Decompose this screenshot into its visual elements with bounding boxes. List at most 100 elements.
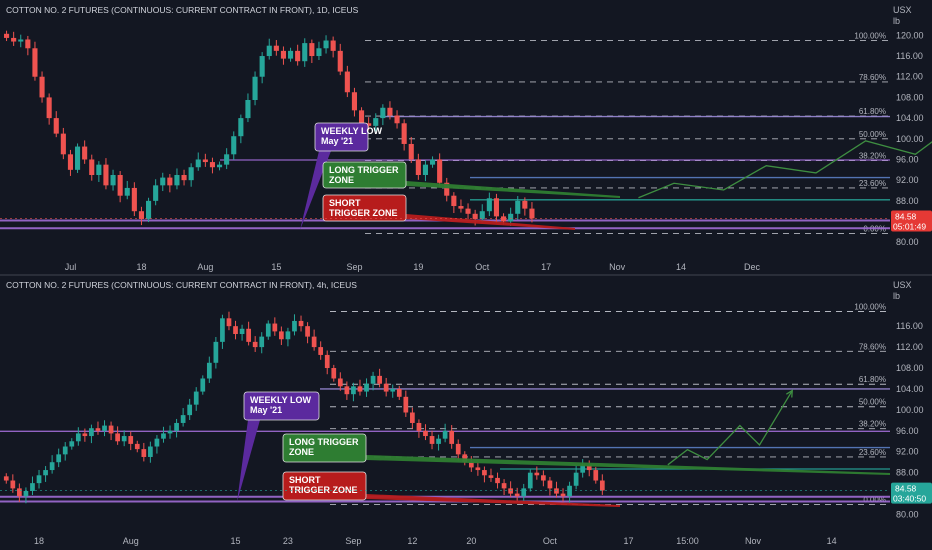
candle-body <box>515 200 521 214</box>
weekly-low-callout-pointer <box>237 420 260 502</box>
candle-body <box>224 154 230 165</box>
candle-body <box>451 195 457 207</box>
candle-body <box>30 483 35 491</box>
candle-body <box>39 76 45 98</box>
candle-body <box>554 488 559 494</box>
y-tick-label: 100.00 <box>896 405 924 415</box>
weekly-low-callout-label: May '21 <box>321 136 353 146</box>
current-price-badge <box>891 210 932 232</box>
candle-body <box>245 100 251 119</box>
candle-body <box>18 39 24 42</box>
candle-body <box>472 213 478 219</box>
price-axis <box>890 275 932 550</box>
x-tick-label: Sep <box>346 262 362 272</box>
short-trigger-callout-label: SHORT <box>329 198 361 208</box>
fib-level-label: 50.00% <box>859 398 886 407</box>
candle-body <box>148 446 153 457</box>
candle-body <box>273 45 279 51</box>
candle-body <box>154 438 160 447</box>
x-tick-label: Oct <box>543 536 558 546</box>
y-tick-label: 88.00 <box>896 196 919 206</box>
candle-body <box>567 485 572 497</box>
x-tick-label: Aug <box>197 262 213 272</box>
candle-body <box>43 470 48 476</box>
candle-body <box>318 347 324 355</box>
candle-body <box>377 375 382 384</box>
candle-body <box>117 175 123 196</box>
fib-level-label: 23.60% <box>859 179 886 188</box>
candle-body <box>103 164 109 186</box>
candle-body <box>239 328 245 335</box>
candle-body <box>508 213 514 222</box>
short-trigger-callout-box <box>322 194 407 222</box>
unit-label: USX <box>893 5 912 15</box>
candle-body <box>49 462 55 471</box>
candle-body <box>3 33 10 38</box>
candle-body <box>449 430 455 444</box>
candle-body <box>238 118 244 137</box>
x-tick-label: 14 <box>827 536 837 546</box>
candle-body <box>23 490 29 497</box>
candle-body <box>60 133 66 155</box>
candle-body <box>193 391 199 405</box>
candle-body <box>337 50 343 72</box>
candle-body <box>216 164 223 168</box>
projection-path <box>638 140 932 199</box>
candle-body <box>124 187 130 196</box>
candle-body <box>309 43 315 57</box>
chart-panel-4h: COTTON NO. 2 FUTURES (CONTINUOUS: CURREN… <box>0 275 932 550</box>
y-tick-label: 88.00 <box>896 468 919 478</box>
candle-body <box>534 472 540 476</box>
long-trigger-callout-label: LONG TRIGGER <box>289 437 359 447</box>
short-trigger-callout-pointer <box>366 494 620 507</box>
x-tick-label: Sep <box>345 536 361 546</box>
weekly-low-callout-label: WEEKLY LOW <box>250 395 312 405</box>
candle-body <box>508 488 513 494</box>
candle-body <box>252 76 258 100</box>
x-tick-label: Nov <box>745 536 762 546</box>
candle-body <box>380 107 386 119</box>
candle-body <box>403 396 409 413</box>
candle-body <box>233 326 238 335</box>
candle-body <box>436 438 441 444</box>
candle-body <box>455 443 461 455</box>
chart-title: COTTON NO. 2 FUTURES (CONTINUOUS: CURREN… <box>6 5 359 15</box>
candle-body <box>344 71 350 93</box>
projection-path <box>667 390 793 466</box>
short-trigger-callout-label: SHORT <box>289 475 321 485</box>
x-tick-label: Dec <box>744 262 761 272</box>
fib-level-label: 38.20% <box>859 420 886 429</box>
candle-body <box>174 175 180 186</box>
candle-body <box>465 208 471 214</box>
candle-body <box>394 115 400 124</box>
candle-body <box>462 454 468 463</box>
candle-body <box>390 388 396 392</box>
x-tick-label: 18 <box>34 536 44 546</box>
candle-body <box>25 39 31 49</box>
candle-body <box>522 200 528 209</box>
candle-body <box>213 341 219 363</box>
candle-body <box>279 331 284 340</box>
fib-level-label: 78.60% <box>859 342 886 351</box>
candle-body <box>115 433 120 442</box>
candle-body <box>364 383 369 392</box>
candle-body <box>246 328 251 342</box>
long-trigger-callout-label: ZONE <box>289 447 314 457</box>
candle-body <box>188 167 194 181</box>
candle-body <box>138 211 145 219</box>
candle-body <box>366 123 372 126</box>
y-tick-label: 116.00 <box>896 321 923 331</box>
unit-label: lb <box>893 291 900 301</box>
fib-level-label: 61.80% <box>859 375 886 384</box>
candle-body <box>401 123 407 144</box>
candle-body <box>56 454 62 463</box>
candle-body <box>479 211 485 219</box>
y-tick-label: 96.00 <box>896 426 919 436</box>
candle-body <box>195 159 201 168</box>
candle-body <box>396 388 402 397</box>
candle-body <box>167 177 173 186</box>
candle-body <box>226 318 232 327</box>
candle-body <box>167 430 173 434</box>
candle-body <box>331 368 337 379</box>
